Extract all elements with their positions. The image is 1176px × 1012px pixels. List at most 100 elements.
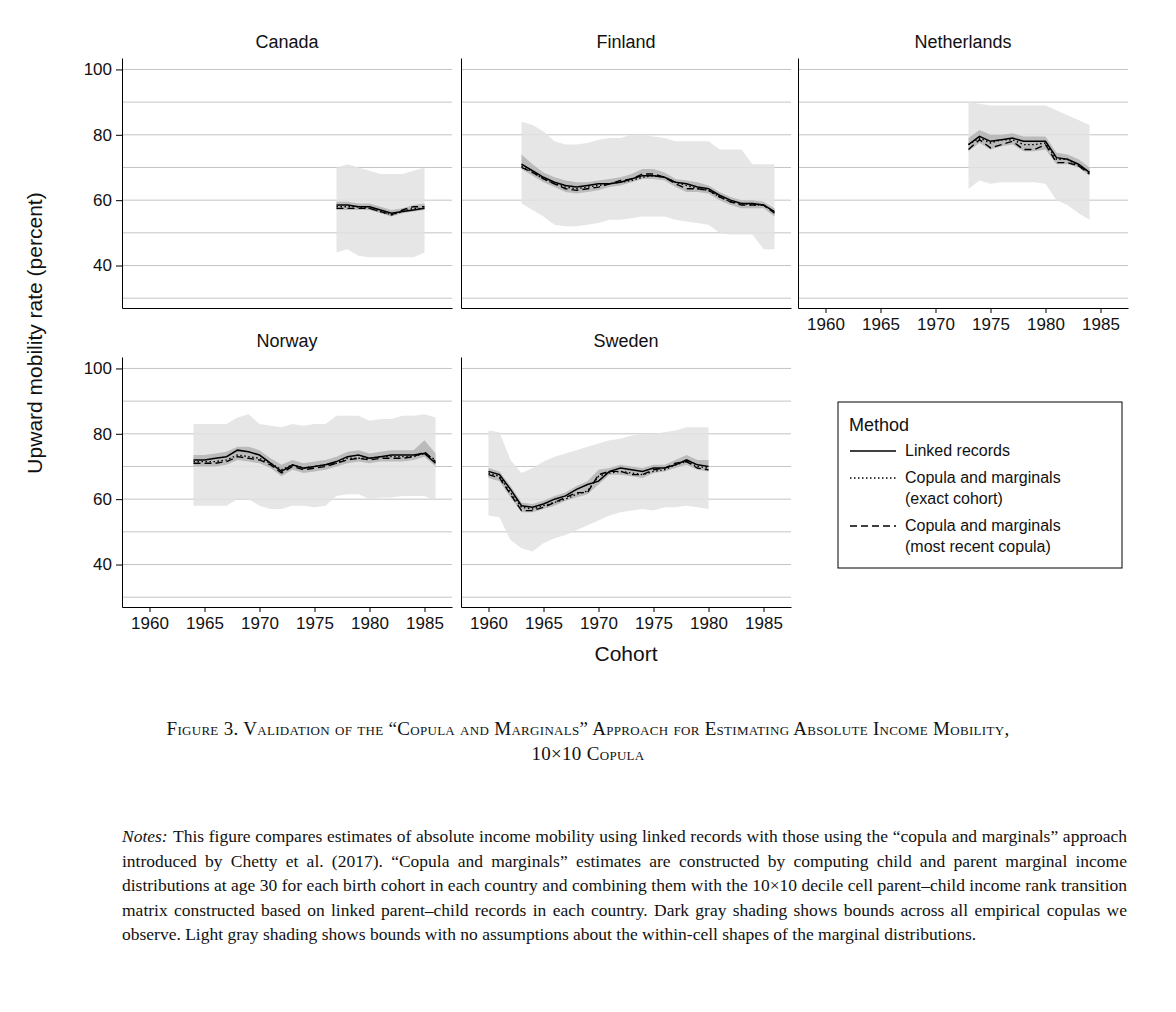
tick-mark: [709, 607, 710, 612]
panel: 40 60 80 100 Canada: [84, 32, 453, 309]
grid: [798, 69, 1128, 298]
legend-label: Linked records: [905, 442, 1010, 459]
legend-box: [838, 402, 1122, 568]
tick-mark: [764, 607, 765, 612]
tick-mark: [370, 607, 371, 612]
grid-line: [461, 401, 791, 402]
y-tick: 80: [93, 126, 122, 145]
tick-label: 1965: [186, 614, 224, 633]
grid-line: [798, 298, 1128, 299]
band: [522, 122, 775, 249]
y-axis: [798, 59, 799, 309]
legend-label: Copula and marginals(exact cohort): [905, 469, 1061, 507]
x-tick: 1965: [525, 607, 563, 633]
grid-line: [461, 102, 791, 103]
axis-line: [462, 308, 792, 309]
tick-mark: [116, 200, 122, 201]
tick-label: 1965: [525, 614, 563, 633]
x-tick: 1970: [917, 308, 955, 334]
axis-line: [462, 607, 792, 608]
tick-mark: [489, 607, 490, 612]
grid: [461, 368, 791, 597]
panel-title: Finland: [596, 32, 655, 52]
tick-label: 1975: [972, 315, 1010, 334]
tick-mark: [150, 607, 151, 612]
tick-label: 1970: [241, 614, 279, 633]
tick-mark: [116, 565, 122, 566]
notes-label: Notes:: [122, 826, 168, 846]
grid-line: [461, 564, 791, 565]
band: [337, 202, 425, 217]
tick-label: 1960: [131, 614, 169, 633]
tick-mark: [315, 607, 316, 612]
y-tick: 40: [93, 256, 122, 275]
series-line: [969, 140, 1090, 174]
tick-label: 40: [93, 256, 112, 275]
series-line: [522, 164, 775, 211]
legend-title: Method: [849, 415, 909, 435]
notes-text: This figure compares estimates of absolu…: [122, 826, 1127, 944]
series-line: [194, 452, 436, 473]
x-tick: 1975: [972, 308, 1010, 334]
tick-label: 1980: [1027, 315, 1065, 334]
grid-line: [122, 134, 452, 135]
plot-area: [337, 164, 425, 257]
x-axis: [123, 308, 453, 309]
tick-mark: [936, 308, 937, 313]
band: [522, 154, 775, 216]
series-line: [337, 207, 425, 215]
axis-line: [461, 59, 462, 309]
tick-mark: [1046, 308, 1047, 313]
tick-mark: [544, 607, 545, 612]
panel: 406080100196019651970197519801985Norway: [84, 331, 453, 633]
tick-label: 1980: [351, 614, 389, 633]
grid-line: [122, 531, 452, 532]
series-line: [969, 136, 1090, 172]
y-tick: 80: [93, 425, 122, 444]
tick-mark: [599, 607, 600, 612]
y-axis: 40 60 80 100: [84, 59, 123, 309]
plot-area: [969, 102, 1090, 220]
grid-line: [122, 69, 452, 70]
series-line: [489, 460, 709, 507]
band: [489, 455, 709, 512]
band: [969, 102, 1090, 220]
y-tick: 60: [93, 191, 122, 210]
tick-label: 60: [93, 191, 112, 210]
grid-line: [461, 433, 791, 434]
tick-label: 40: [93, 555, 112, 574]
tick-label: 1960: [807, 315, 845, 334]
caption: Figure 3. Validation of the “Copula and …: [0, 716, 1176, 766]
x-tick: 1960: [470, 607, 508, 633]
band: [194, 440, 436, 476]
tick-label: 1965: [862, 315, 900, 334]
panel-title: Netherlands: [914, 32, 1011, 52]
x-tick: 1980: [1027, 308, 1065, 334]
x-axis-title: Cohort: [594, 642, 657, 665]
tick-label: 1970: [917, 315, 955, 334]
tick-label: 1970: [580, 614, 618, 633]
plot-area: [194, 414, 436, 509]
x-tick: 1970: [241, 607, 279, 633]
plot-area: [489, 427, 709, 551]
x-tick: 1985: [1082, 308, 1120, 334]
x-tick: 1965: [862, 308, 900, 334]
tick-mark: [116, 368, 122, 369]
tick-label: 1975: [296, 614, 334, 633]
tick-label: 60: [93, 490, 112, 509]
y-axis: [461, 59, 462, 309]
axis-line: [798, 59, 799, 309]
y-tick: 100: [84, 60, 122, 79]
grid-line: [122, 368, 452, 369]
x-axis: [462, 308, 792, 309]
y-axis-title: Upward mobility rate (percent): [23, 192, 46, 473]
grid: [461, 69, 791, 298]
x-tick: 1970: [580, 607, 618, 633]
grid-line: [798, 232, 1128, 233]
tick-mark: [260, 607, 261, 612]
panel-title: Canada: [255, 32, 319, 52]
tick-mark: [116, 434, 122, 435]
tick-label: 1985: [745, 614, 783, 633]
series-line: [489, 462, 709, 511]
x-axis: 1960 1965 1970 1975 1980 1985: [799, 308, 1129, 334]
